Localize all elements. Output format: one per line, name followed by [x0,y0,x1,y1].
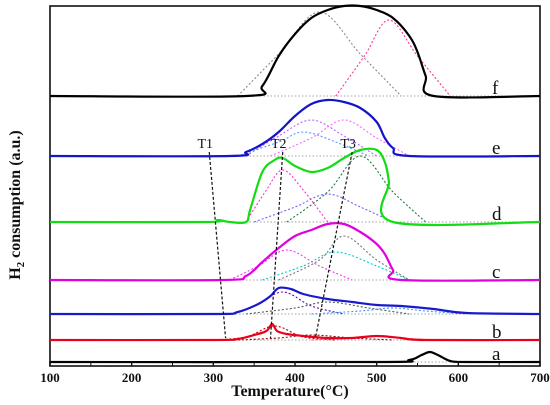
profile-f [49,4,541,99]
component-d-3 [254,193,394,223]
y-axis-title-sub: 2 [15,261,27,267]
guide-t2 [269,151,284,339]
profile-a [49,350,541,364]
component-f-1 [237,11,402,97]
component-d-1 [245,169,329,223]
x-tick-label: 100 [40,370,60,385]
deconvolution-components [50,11,540,363]
curve-labels: ab c d e f [492,78,502,365]
component-c-2 [262,251,410,281]
y-axis-title-rest: consumption (a.u.) [7,130,24,262]
component-c-1 [229,249,353,281]
component-b-top-3 [311,307,467,315]
component-f-2 [335,19,451,97]
x-tick-label: 700 [530,370,550,385]
profile-e [49,98,541,158]
curve-label-d: d [492,204,502,225]
component-b-top-1 [229,291,345,315]
guide-t3 [314,151,353,339]
x-tick-label: 600 [449,370,469,385]
label-t3: T3 [340,137,356,152]
component-c-3 [278,235,410,281]
tpr-profiles [49,4,541,364]
y-axis-title-h: H [7,267,24,280]
guide-t1 [208,151,227,339]
profile-d [49,147,541,227]
curve-label-b: b [492,322,502,343]
y-axis-title: H2 consumption (a.u.) [7,130,27,280]
x-tick-label: 400 [285,370,305,385]
component-b-1 [213,325,336,341]
x-tick-label: 300 [204,370,224,385]
annotations: T1 T2 T3 [197,137,356,339]
curve-label-e: e [492,138,500,159]
x-axis-title: Temperature(°C) [231,383,348,400]
curve-label-f: f [492,78,499,99]
component-d-2 [286,155,427,223]
component-b-2 [237,334,394,341]
label-t2: T2 [271,137,287,152]
component-e-3 [237,131,369,157]
component-e-1 [245,119,377,157]
profile-b-top [49,286,541,316]
curve-label-c: c [492,262,500,283]
x-tick-label: 500 [367,370,387,385]
x-tick-label: 200 [122,370,142,385]
profile-c [49,222,541,282]
x-axis-ticks: 100 200 300 400 500 600 700 [40,361,550,385]
component-e-2 [270,119,410,157]
curve-label-a: a [492,344,501,365]
component-b-top-2 [245,301,410,315]
label-t1: T1 [197,137,213,152]
profile-b [49,322,541,342]
